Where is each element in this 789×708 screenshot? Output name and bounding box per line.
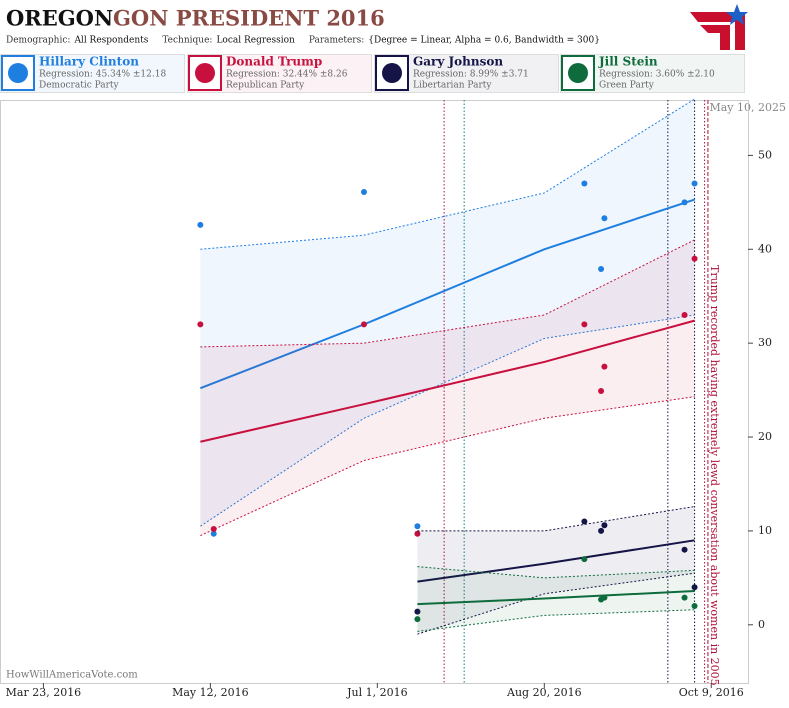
- regression-line: [199, 198, 695, 390]
- param-label: Demographic:: [6, 36, 70, 46]
- source: HowWillAmericaVote.com: [6, 670, 138, 681]
- band-lower: [417, 609, 695, 632]
- poll-point: [360, 321, 367, 328]
- legend-name: Donald Trump: [226, 55, 322, 69]
- y-tick-label: 40: [758, 242, 772, 255]
- y-tick-label: 10: [758, 524, 772, 537]
- regression-line: [417, 589, 695, 606]
- title-state: OREGON: [6, 6, 113, 31]
- legend-icon-mark: [195, 63, 215, 83]
- poll-point: [601, 594, 608, 601]
- param-value: Local Regression: [216, 36, 295, 46]
- confidence-band: [200, 239, 695, 536]
- band-lower: [200, 314, 695, 527]
- logo: [690, 4, 748, 50]
- legend-regression: Regression: 45.34% ±12.18: [39, 70, 166, 80]
- legend-party: Democratic Party: [39, 81, 120, 91]
- poll-point: [581, 518, 588, 525]
- legend-regression: Regression: 3.60% ±2.10: [599, 70, 715, 80]
- confidence-band: [200, 99, 695, 527]
- poll-point: [681, 311, 688, 318]
- legend-name: Hillary Clinton: [39, 55, 139, 69]
- poll-point: [601, 363, 608, 370]
- poll-point: [691, 180, 698, 187]
- y-tick-label: 0: [758, 618, 765, 631]
- legend-icon-mark: [568, 63, 588, 83]
- band-lower: [417, 572, 695, 635]
- param-label: Technique:: [162, 36, 212, 46]
- x-tick-label: Mar 23, 2016: [6, 686, 82, 699]
- poll-point: [681, 546, 688, 553]
- x-tick-label: May 12, 2016: [172, 686, 249, 699]
- poll-point: [691, 603, 698, 610]
- poll-point: [581, 321, 588, 328]
- poll-point: [414, 608, 421, 615]
- date-stamp: May 10, 2025: [709, 101, 786, 114]
- poll-point: [414, 530, 421, 537]
- band-lower: [200, 396, 695, 537]
- legend-name: Gary Johnson: [413, 55, 503, 69]
- poll-point: [691, 255, 698, 262]
- confidence-band: [417, 506, 695, 635]
- title-rest: GON PRESIDENT 2016: [113, 6, 385, 31]
- poll-point: [681, 594, 688, 601]
- poll-point: [414, 523, 421, 530]
- poll-point: [360, 189, 367, 196]
- y-tick-label: 30: [758, 336, 772, 349]
- plot-frame: [0, 100, 749, 684]
- regression-line: [200, 319, 695, 443]
- poll-point: [197, 221, 204, 228]
- poll-point: [581, 556, 588, 563]
- legend-name: Jill Stein: [598, 55, 658, 69]
- poll-point: [598, 527, 605, 534]
- param-value: {Degree = Linear, Alpha = 0.6, Bandwidth…: [368, 36, 600, 46]
- legend-icon-mark: [382, 63, 402, 83]
- x-tick-label: Oct 9, 2016: [679, 686, 744, 699]
- poll-point: [210, 526, 217, 533]
- poll-point: [601, 215, 608, 222]
- poll-point: [197, 321, 204, 328]
- regression-line: [417, 539, 695, 583]
- band-upper: [200, 98, 695, 250]
- poll-point: [598, 265, 605, 272]
- annotation: Trump recorded having extremely lewd con…: [708, 265, 721, 686]
- poll-point: [414, 616, 421, 623]
- poll-point: [601, 522, 608, 529]
- poll-point: [581, 180, 588, 187]
- legend-regression: Regression: 32.44% ±8.26: [226, 70, 348, 80]
- y-tick-label: 50: [758, 148, 772, 161]
- y-tick-label: 20: [758, 430, 772, 443]
- band-upper: [200, 239, 695, 348]
- legend-icon-mark: [8, 63, 28, 83]
- band-upper: [417, 506, 695, 532]
- legend-regression: Regression: 8.99% ±3.71: [413, 70, 529, 80]
- legend-party: Libertarian Party: [413, 81, 492, 91]
- poll-point: [598, 388, 605, 395]
- x-tick-label: Jul 1, 2016: [346, 686, 408, 699]
- param-label: Parameters:: [309, 36, 364, 46]
- poll-point: [681, 199, 688, 206]
- poll-point: [691, 584, 698, 591]
- param-value: All Respondents: [73, 36, 148, 46]
- legend-party: Republican Party: [226, 81, 305, 91]
- x-tick-label: Aug 20, 2016: [506, 686, 582, 699]
- legend-party: Green Party: [599, 81, 655, 91]
- confidence-band: [417, 566, 695, 632]
- poll-point: [210, 530, 217, 537]
